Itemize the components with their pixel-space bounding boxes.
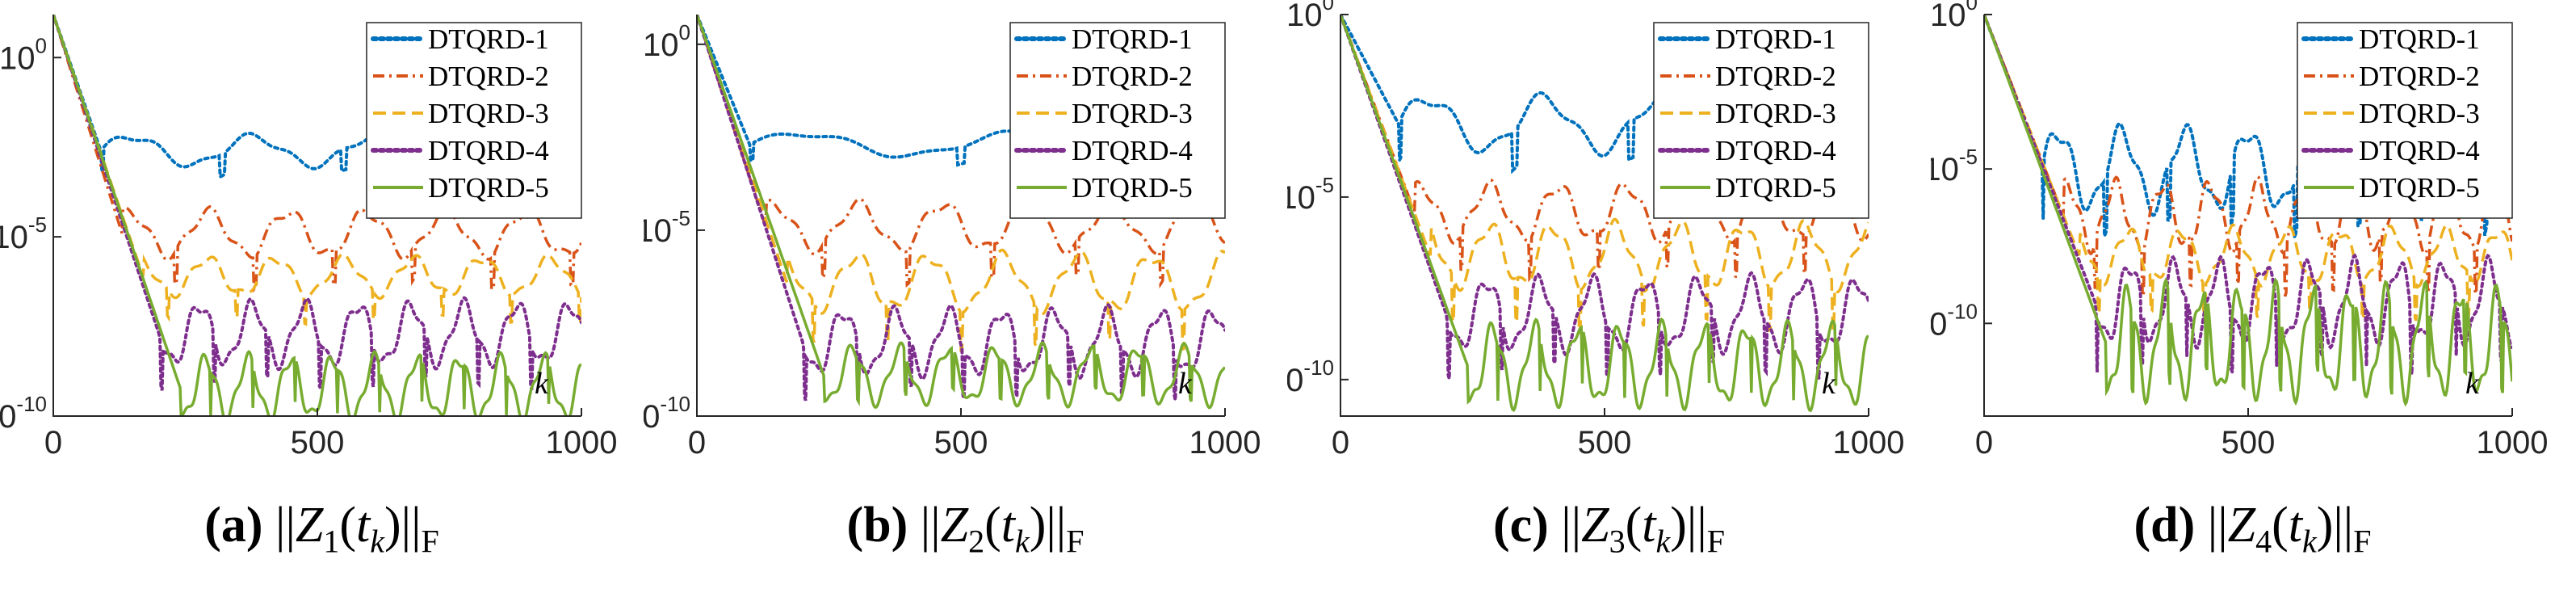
y-tick-label: 100 (1287, 0, 1334, 33)
x-tick-label: 0 (1975, 425, 1993, 461)
series-line-dtqrd-3 (1984, 15, 2512, 323)
chart-a: 0 500 1000 100 10-5 10-10 k DTQRD-1 DTQRD-2 DTQRD… (0, 15, 618, 461)
chart-panel-c: 0 500 1000 100 10-5 10-10 k DTQRD-1 DTQRD-2 DTQRD… (1287, 0, 1931, 593)
legend-label-dtqrd-3: DTQRD-3 (428, 98, 549, 129)
series-line-dtqrd-2 (53, 15, 581, 294)
x-tick-label: 0 (44, 425, 62, 461)
series-line-dtqrd-2 (1984, 15, 2512, 302)
x-tick-label: 1000 (1189, 425, 1261, 461)
chart-b: 0 500 1000 100 10-5 10-10 k DTQRD-1 DTQRD-2 DTQRD… (644, 15, 1261, 461)
chart-d: 0 500 1000 100 10-5 10-10 k DTQRD-1 DTQRD-2 DTQRD… (1931, 0, 2549, 461)
y-tick-label: 10-10 (644, 392, 690, 435)
legend-label-dtqrd-4: DTQRD-4 (1715, 135, 1836, 166)
legend-label-dtqrd-1: DTQRD-1 (1715, 23, 1836, 55)
legend-label-dtqrd-2: DTQRD-2 (1715, 61, 1836, 92)
legend-box (366, 22, 582, 219)
series-line-dtqrd-3 (1340, 15, 1869, 337)
series-line-dtqrd-2 (697, 15, 1225, 289)
x-axis-label: k (2465, 367, 2480, 401)
legend-label-dtqrd-1: DTQRD-1 (428, 23, 549, 55)
legend-label-dtqrd-1: DTQRD-1 (1072, 23, 1193, 55)
y-tick-label: 100 (0, 33, 47, 76)
x-axis-label: k (535, 367, 549, 401)
series-line-dtqrd-3 (53, 15, 581, 327)
y-tick-label: 10-5 (0, 212, 47, 255)
x-tick-label: 1000 (1833, 425, 1905, 461)
y-tick-label: 10-5 (1931, 145, 1978, 187)
legend-label-dtqrd-3: DTQRD-3 (1715, 98, 1836, 129)
legend-box (1653, 22, 1869, 219)
series-line-dtqrd-5 (697, 15, 1225, 410)
x-axis-label: k (1178, 367, 1193, 401)
legend-box (1009, 22, 1226, 219)
chart-panel-a: 0 500 1000 100 10-5 10-10 k DTQRD-1 DTQRD-2 DTQRD… (0, 0, 644, 593)
legend-label-dtqrd-1: DTQRD-1 (2359, 23, 2480, 55)
legend-label-dtqrd-5: DTQRD-5 (1072, 172, 1193, 204)
y-tick-label: 10-5 (1287, 173, 1334, 216)
series-line-dtqrd-4 (53, 15, 581, 391)
series-line-dtqrd-5 (1984, 15, 2512, 407)
x-tick-label: 500 (291, 425, 345, 461)
x-tick-label: 500 (1578, 425, 1632, 461)
legend-label-dtqrd-3: DTQRD-3 (2359, 98, 2480, 129)
legend-label-dtqrd-5: DTQRD-5 (2359, 172, 2480, 204)
series-line-dtqrd-4 (697, 15, 1225, 402)
chart-c: 0 500 1000 100 10-5 10-10 k DTQRD-1 DTQRD-2 DTQRD… (1287, 0, 1905, 461)
x-tick-label: 1000 (546, 425, 618, 461)
y-tick-label: 10-10 (1931, 299, 1978, 342)
legend-label-dtqrd-2: DTQRD-2 (2359, 61, 2480, 92)
legend-label-dtqrd-5: DTQRD-5 (1715, 172, 1836, 204)
y-tick-label: 100 (644, 20, 690, 63)
chart-panel-b: 0 500 1000 100 10-5 10-10 k DTQRD-1 DTQRD-2 DTQRD… (644, 0, 1287, 593)
chart-panel-d: 0 500 1000 100 10-5 10-10 k DTQRD-1 DTQRD-2 DTQRD… (1931, 0, 2574, 593)
caption-c: (c) ||Z3(tk)||F (1492, 498, 1725, 560)
legend-label-dtqrd-4: DTQRD-4 (428, 135, 549, 166)
x-tick-label: 500 (934, 425, 988, 461)
legend-label-dtqrd-3: DTQRD-3 (1072, 98, 1193, 129)
y-tick-label: 100 (1931, 0, 1978, 33)
caption-b: (b) ||Z2(tk)||F (846, 498, 1085, 560)
x-tick-label: 500 (2221, 425, 2276, 461)
legend-label-dtqrd-5: DTQRD-5 (428, 172, 549, 204)
caption-d: (d) ||Z4(tk)||F (2133, 498, 2372, 560)
caption-a: (a) ||Z1(tk)||F (204, 498, 439, 560)
legend-label-dtqrd-2: DTQRD-2 (1072, 61, 1193, 92)
x-tick-label: 0 (1332, 425, 1349, 461)
x-tick-label: 0 (688, 425, 706, 461)
y-tick-label: 10-10 (0, 392, 47, 435)
x-tick-label: 1000 (2477, 425, 2549, 461)
x-axis-label: k (1822, 367, 1836, 401)
legend-label-dtqrd-2: DTQRD-2 (428, 61, 549, 92)
legend-label-dtqrd-4: DTQRD-4 (1072, 135, 1193, 166)
y-tick-label: 10-5 (644, 206, 690, 249)
y-tick-label: 10-10 (1287, 355, 1334, 398)
legend-box (2297, 22, 2513, 219)
series-line-dtqrd-5 (1340, 15, 1869, 413)
legend-label-dtqrd-4: DTQRD-4 (2359, 135, 2480, 166)
